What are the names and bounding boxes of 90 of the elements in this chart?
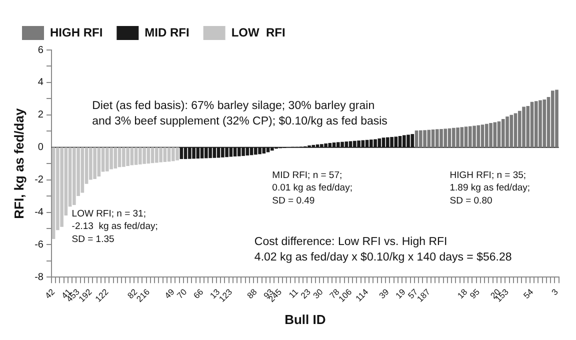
bar: [155, 147, 158, 163]
bar: [550, 90, 554, 148]
bar: [138, 147, 142, 164]
legend-label: HIGH RFI: [50, 25, 103, 40]
bar: [159, 147, 162, 162]
bar: [480, 124, 484, 148]
bar: [476, 125, 480, 148]
bar: [530, 102, 534, 148]
y-tick-label: 6: [38, 44, 44, 56]
bar: [444, 128, 448, 148]
bar: [436, 129, 439, 148]
bar: [60, 147, 64, 227]
bar: [176, 147, 179, 160]
bar: [493, 122, 497, 148]
bar: [555, 90, 558, 148]
bar: [506, 116, 509, 148]
x-tick-label: 39: [376, 286, 391, 301]
bar: [522, 106, 526, 148]
annotation: Cost difference: Low RFI vs. High RFI 4.02 kg as fed/day x $0.10/kg x 140 days = $56.28: [254, 236, 512, 264]
bar: [538, 100, 542, 148]
bar: [427, 130, 431, 148]
bar: [97, 147, 101, 177]
bar: [452, 128, 456, 148]
bar: [472, 126, 476, 148]
bar: [423, 130, 426, 148]
x-tick-label: 11: [286, 286, 300, 300]
y-tick-label: -4: [34, 207, 44, 218]
x-tick-label: 19: [393, 286, 408, 301]
y-tick-label: 2: [38, 110, 44, 121]
annotation: LOW RFI; n = 31; -2.13 kg as fed/day; SD = 1.35: [72, 208, 158, 246]
bar: [510, 114, 514, 148]
bar: [542, 99, 546, 148]
x-axis-title: Bull ID: [284, 312, 326, 327]
bar: [172, 147, 175, 162]
x-tick-label: 18: [455, 286, 470, 301]
bar: [52, 147, 56, 240]
bar: [80, 147, 84, 193]
bar: [134, 147, 138, 165]
x-tick-label: 88: [244, 286, 259, 301]
x-tick-label: 122: [93, 286, 110, 304]
y-tick-label: -8: [34, 272, 44, 283]
y-axis-title: RFI, kg as fed/day: [11, 108, 26, 219]
bar: [534, 101, 538, 148]
x-tick-label: 70: [174, 286, 189, 301]
bar: [460, 127, 464, 148]
bar: [163, 147, 167, 162]
bar: [106, 147, 109, 172]
bar: [518, 110, 522, 148]
x-tick-label: 23: [298, 286, 313, 301]
legend-label: LOW RFI: [231, 25, 286, 40]
x-tick-label: 54: [521, 286, 536, 301]
bar: [419, 130, 422, 148]
x-tick-label: 95: [468, 286, 482, 301]
bar: [489, 123, 492, 148]
bar: [484, 124, 488, 148]
annotation: Diet (as fed basis): 67% barley silage; 30% barley grain and 3% beef supplement (32% CP); $0.10/kg as fed basis: [92, 100, 388, 128]
x-tick-label: 114: [353, 286, 370, 304]
y-tick-label: 0: [38, 142, 44, 154]
legend-label: MID RFI: [144, 25, 190, 40]
bar: [514, 113, 518, 148]
bar: [72, 147, 76, 205]
bar: [497, 121, 501, 148]
bar: [414, 130, 418, 148]
bar: [122, 147, 126, 167]
bar: [501, 118, 505, 148]
y-tick-label: -6: [34, 239, 44, 250]
x-tick-label: 66: [191, 286, 206, 301]
bar: [126, 147, 130, 166]
annotation: HIGH RFI; n = 35; 1.89 kg as fed/day; SD = 0.80: [450, 170, 530, 206]
bar: [464, 126, 468, 148]
bar: [114, 147, 118, 168]
bar: [456, 128, 460, 148]
bar: [448, 128, 452, 148]
bar: [431, 130, 435, 148]
x-tick-label: 3: [549, 286, 560, 298]
bar: [146, 147, 150, 164]
bar: [89, 147, 92, 180]
x-tick-label: 30: [310, 286, 325, 301]
x-tick-label: 49: [162, 286, 176, 301]
bar: [142, 147, 146, 164]
x-tick-label: 42: [42, 286, 57, 301]
bar: [468, 126, 472, 148]
bar: [526, 106, 530, 148]
bar: [93, 147, 96, 179]
y-tick-label: 4: [38, 77, 44, 88]
bar: [118, 147, 122, 168]
bar: [440, 129, 443, 148]
bar: [110, 147, 113, 170]
annotation: MID RFI; n = 57; 0.01 kg as fed/day; SD = 0.49: [272, 170, 352, 206]
y-tick-label: -2: [34, 174, 44, 186]
